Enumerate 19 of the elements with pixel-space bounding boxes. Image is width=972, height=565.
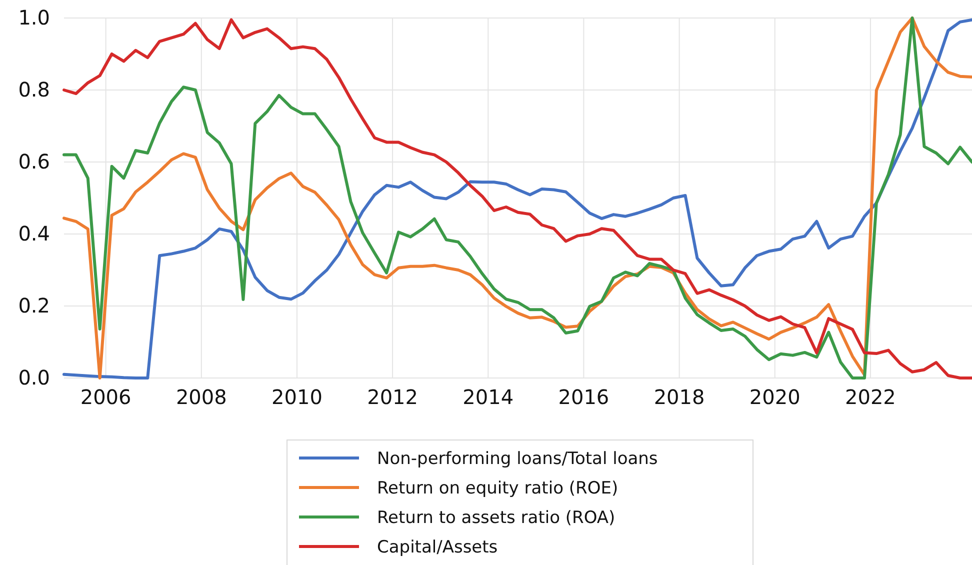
x-tick-label: 2018 (654, 385, 705, 410)
y-tick-label: 0.8 (18, 77, 50, 102)
x-tick-label: 2012 (367, 385, 418, 410)
x-tick-label: 2006 (80, 385, 132, 410)
y-tick-label: 0.0 (18, 365, 50, 390)
x-tick-label: 2016 (558, 385, 610, 410)
y-tick-label: 0.6 (18, 149, 50, 174)
x-tick-label: 2020 (749, 385, 800, 410)
legend-label: Capital/Assets (377, 538, 498, 558)
legend-label: Return to assets ratio (ROA) (377, 508, 616, 528)
x-tick-label: 2014 (462, 385, 514, 410)
y-tick-label: 0.4 (18, 221, 50, 246)
legend-label: Return on equity ratio (ROE) (377, 478, 618, 498)
y-tick-label: 0.2 (18, 293, 50, 318)
x-tick-label: 2008 (176, 385, 227, 410)
x-tick-label: 2022 (844, 385, 896, 410)
legend-label: Non-performing loans/Total loans (377, 449, 658, 469)
x-tick-label: 2010 (272, 385, 322, 410)
y-tick-label: 1.0 (18, 5, 50, 30)
